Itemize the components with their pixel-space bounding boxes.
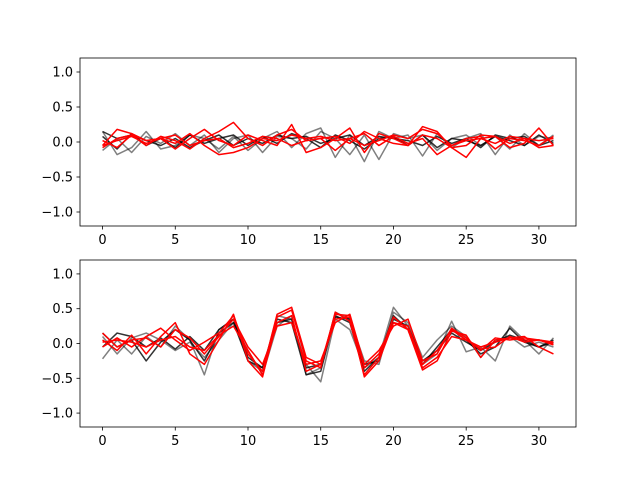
y-tick-label: 0.0	[52, 337, 73, 352]
y-tick-label: 0.5	[52, 101, 73, 116]
series-line-0-7	[102, 130, 554, 159]
series-line-0-3	[102, 132, 554, 150]
x-tick-label: 5	[171, 434, 179, 449]
x-tick-label: 10	[240, 233, 257, 248]
y-tick-label: −0.5	[41, 372, 73, 387]
x-tick-label: 20	[385, 434, 402, 449]
x-tick-label: 30	[531, 434, 548, 449]
x-tick-label: 10	[240, 434, 257, 449]
x-tick-label: 0	[98, 434, 106, 449]
y-tick-label: 1.0	[52, 267, 73, 282]
y-tick-label: −0.5	[41, 171, 73, 186]
x-tick-label: 15	[312, 233, 329, 248]
bottom-subplot: 0 5 10 15 20 25 30 −1.0 −0.5 0.0 0.5 1.0	[41, 259, 577, 449]
y-tick-label: −1.0	[41, 206, 73, 221]
top-subplot: 0 5 10 15 20 25 30 −1.0 −0.5 0.0 0.5 1.0	[41, 57, 577, 248]
x-tick-label: 25	[458, 233, 475, 248]
x-tick-label: 30	[531, 233, 548, 248]
x-tick-label: 20	[385, 233, 402, 248]
series-line-0-6	[102, 128, 554, 156]
series-line-0-1	[102, 130, 554, 161]
y-tick-label: 0.0	[52, 136, 73, 151]
x-tick-label: 25	[458, 434, 475, 449]
x-tick-label: 5	[171, 233, 179, 248]
x-tick-label: 0	[98, 233, 106, 248]
series-line-1-7	[102, 314, 554, 378]
x-tick-label: 15	[312, 434, 329, 449]
y-tick-label: −1.0	[41, 407, 73, 422]
y-tick-label: 1.0	[52, 66, 73, 81]
y-tick-label: 0.5	[52, 302, 73, 317]
